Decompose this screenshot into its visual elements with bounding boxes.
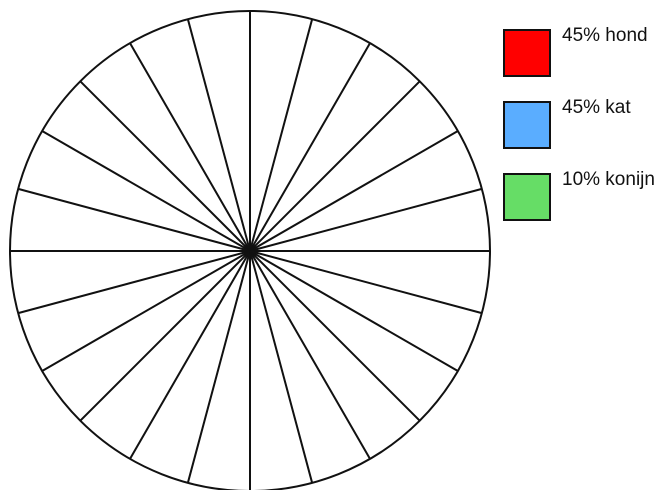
segment-line	[79, 250, 251, 422]
segment-line	[129, 42, 251, 252]
segment-line	[17, 187, 251, 252]
legend-label-kat: 45% kat	[562, 97, 631, 118]
segment-line	[249, 250, 371, 460]
segment-line	[249, 187, 483, 252]
legend-label-hond: 45% hond	[562, 25, 648, 46]
segment-line	[129, 250, 251, 460]
legend-swatch-hond	[503, 29, 551, 77]
segment-line	[249, 250, 421, 422]
legend-label-konijn: 10% konijn	[562, 169, 655, 190]
segment-line	[186, 250, 251, 484]
segment-line	[249, 250, 483, 315]
segment-line	[249, 18, 314, 252]
legend-swatch-konijn	[503, 173, 551, 221]
segment-line	[17, 250, 251, 315]
segment-line	[79, 80, 251, 252]
segment-line	[41, 250, 251, 372]
segment-line	[249, 80, 421, 252]
segment-line	[249, 250, 314, 484]
segment-line	[249, 130, 459, 252]
segment-line	[186, 18, 251, 252]
segment-line	[249, 250, 459, 372]
pie-segment-lines	[10, 11, 490, 490]
segment-line	[249, 42, 371, 252]
legend-swatch-kat	[503, 101, 551, 149]
segment-line	[41, 130, 251, 252]
